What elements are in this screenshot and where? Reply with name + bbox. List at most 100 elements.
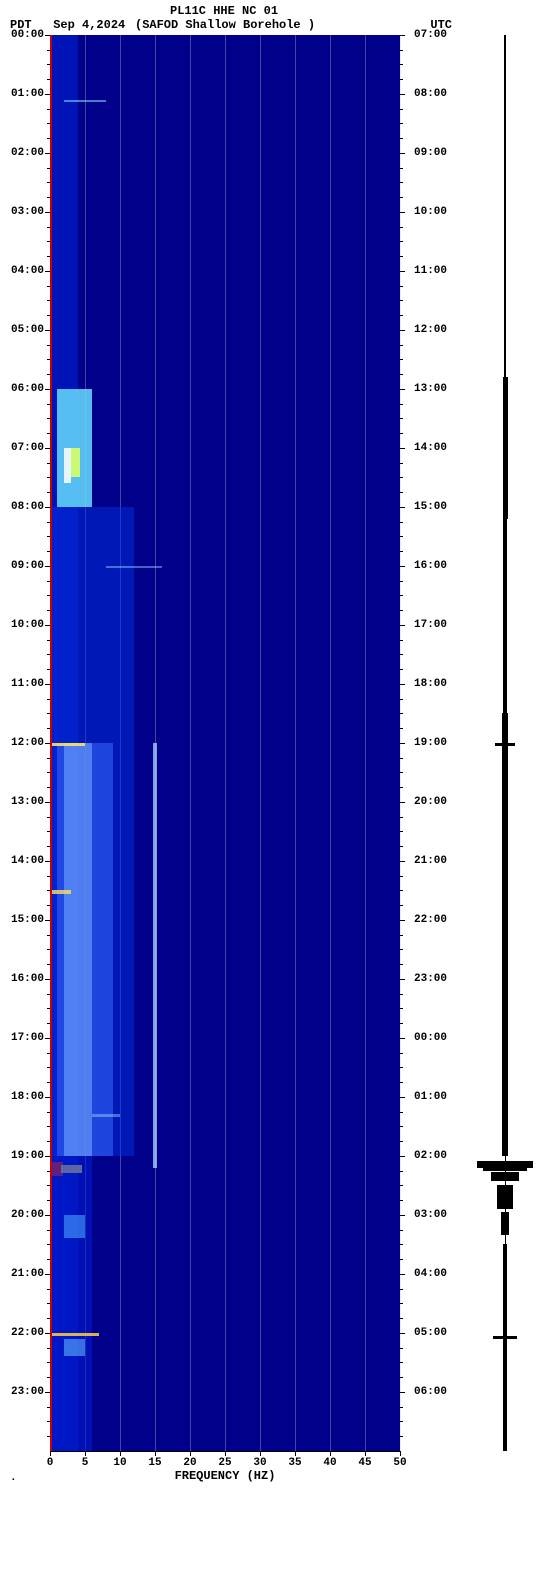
right-time-label: 07:00 [414,29,447,41]
seismo-baseline [505,35,506,1451]
left-tick-minor [47,64,50,65]
x-tick-label: 35 [288,1457,301,1469]
x-tick [50,1451,51,1456]
x-tick [190,1451,191,1456]
left-tick-minor [47,1230,50,1231]
right-tick-minor [400,581,403,582]
right-time-label: 09:00 [414,147,447,159]
left-tick [45,507,50,508]
left-time-label: 17:00 [11,1032,44,1044]
left-tick-minor [47,256,50,257]
right-timezone: UTC [430,18,552,32]
right-tick-minor [400,50,403,51]
left-tick [45,684,50,685]
left-tick-minor [47,964,50,965]
right-tick-minor [400,1082,403,1083]
spectro-feature [106,566,162,568]
right-time-label: 18:00 [414,678,447,690]
date: Sep 4,2024 [53,18,125,32]
right-tick [400,35,405,36]
spectro-feature [50,1156,92,1451]
footer-mark: . [10,1472,17,1484]
left-tick-minor [47,758,50,759]
right-tick-minor [400,1407,403,1408]
right-tick [400,1274,405,1275]
right-tick [400,330,405,331]
left-time-label: 20:00 [11,1209,44,1221]
right-tick-minor [400,374,403,375]
right-time-label: 11:00 [414,265,447,277]
x-tick-label: 15 [148,1457,161,1469]
gridline [295,35,296,1451]
left-tick-minor [47,418,50,419]
right-time-label: 23:00 [414,973,447,985]
left-tick [45,448,50,449]
left-tick [45,625,50,626]
left-time-label: 15:00 [11,914,44,926]
left-tick-minor [47,241,50,242]
right-tick-minor [400,949,403,950]
right-tick-minor [400,1244,403,1245]
left-tick-minor [47,1171,50,1172]
left-tick-minor [47,433,50,434]
left-tick-minor [47,1112,50,1113]
right-tick-minor [400,109,403,110]
left-tick-minor [47,345,50,346]
left-tick-minor [47,123,50,124]
right-tick-minor [400,79,403,80]
left-tick-minor [47,1067,50,1068]
right-tick [400,802,405,803]
left-tick-minor [47,404,50,405]
right-tick-minor [400,846,403,847]
left-tick [45,1333,50,1334]
left-tick [45,1038,50,1039]
right-tick-minor [400,728,403,729]
right-tick [400,861,405,862]
gridline [260,35,261,1451]
spectro-feature [50,743,85,746]
left-tick-minor [47,522,50,523]
right-tick-minor [400,876,403,877]
left-time-label: 02:00 [11,147,44,159]
right-tick [400,448,405,449]
right-tick-minor [400,1112,403,1113]
right-time-label: 01:00 [414,1091,447,1103]
x-tick [365,1451,366,1456]
right-time-label: 02:00 [414,1150,447,1162]
left-tick-minor [47,699,50,700]
right-tick [400,389,405,390]
right-time-label: 05:00 [414,1327,447,1339]
x-tick [400,1451,401,1456]
right-tick [400,507,405,508]
right-tick-minor [400,1436,403,1437]
x-tick-label: 10 [113,1457,126,1469]
right-tick-minor [400,522,403,523]
left-tick-minor [47,1436,50,1437]
right-tick-minor [400,492,403,493]
left-tick [45,979,50,980]
right-tick [400,920,405,921]
spectro-feature [64,1339,85,1357]
left-tick [45,1097,50,1098]
right-time-label: 20:00 [414,796,447,808]
header: PL11C HHE NC 01 PDT Sep 4,2024 (SAFOD Sh… [0,0,552,35]
right-tick-minor [400,433,403,434]
left-time-label: 03:00 [11,206,44,218]
right-tick [400,1156,405,1157]
x-tick-label: 50 [393,1457,406,1469]
right-tick [400,1215,405,1216]
spectro-feature [50,890,71,894]
right-tick-minor [400,315,403,316]
right-tick-minor [400,123,403,124]
right-tick-minor [400,1053,403,1054]
right-time-label: 10:00 [414,206,447,218]
left-tick-minor [47,1200,50,1201]
right-tick-minor [400,787,403,788]
left-tick [45,1274,50,1275]
left-tick-minor [47,994,50,995]
left-tick-minor [47,227,50,228]
right-tick-minor [400,536,403,537]
left-tick-minor [47,1023,50,1024]
right-tick-minor [400,345,403,346]
x-tick-label: 0 [47,1457,54,1469]
